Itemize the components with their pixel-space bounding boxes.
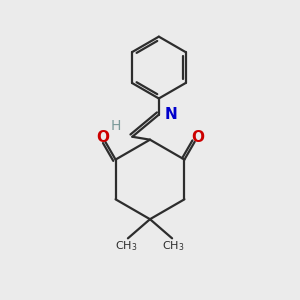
Text: O: O: [191, 130, 204, 145]
Text: N: N: [164, 107, 177, 122]
Text: O: O: [96, 130, 109, 145]
Text: H: H: [111, 119, 121, 134]
Text: CH$_3$: CH$_3$: [162, 239, 185, 253]
Text: CH$_3$: CH$_3$: [115, 239, 138, 253]
